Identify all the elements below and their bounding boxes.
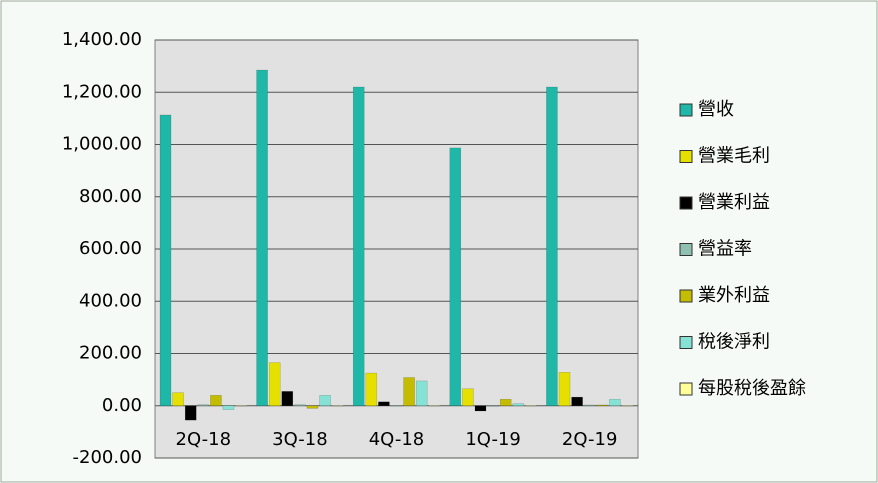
y-tick-label: 1,400.00 — [62, 29, 142, 50]
legend-label: 營業利益 — [698, 192, 770, 213]
legend-swatch — [679, 382, 693, 396]
y-tick-label: -200.00 — [73, 447, 142, 468]
bar — [268, 362, 281, 406]
bar — [222, 405, 235, 410]
bar — [487, 405, 499, 407]
y-tick-label: 1,200.00 — [62, 81, 142, 102]
legend-label: 每股稅後盈餘 — [698, 378, 806, 399]
bar — [415, 380, 428, 406]
bar — [474, 405, 487, 412]
bar — [331, 405, 344, 407]
y-tick-label: 0.00 — [102, 395, 142, 416]
bar — [428, 405, 441, 407]
legend-label: 業外利益 — [698, 285, 770, 306]
bar — [621, 405, 634, 407]
y-tick-label: 600.00 — [79, 238, 142, 259]
bar — [365, 372, 378, 406]
legend-label: 稅後淨利 — [698, 332, 770, 353]
bar — [210, 395, 222, 406]
y-tick-label: 1,000.00 — [62, 134, 142, 155]
legend-label: 營業毛利 — [698, 146, 770, 167]
legend-swatch — [679, 196, 693, 210]
bar — [583, 404, 596, 406]
bar — [462, 388, 474, 406]
legend-swatch — [679, 336, 693, 349]
bar — [390, 405, 403, 407]
bar — [378, 401, 390, 406]
bar — [499, 398, 512, 406]
bar — [159, 114, 172, 406]
bar — [403, 377, 415, 407]
y-tick-label: 200.00 — [79, 343, 142, 364]
y-tick-label: 800.00 — [79, 186, 142, 207]
x-tick-label: 4Q-18 — [369, 429, 425, 450]
bar — [571, 396, 583, 407]
bar — [184, 405, 197, 421]
bar — [525, 405, 537, 407]
bar — [197, 404, 210, 406]
bar — [306, 405, 319, 409]
bar — [235, 405, 247, 407]
bar — [609, 398, 621, 406]
legend-swatch — [679, 289, 693, 303]
bar — [294, 404, 306, 406]
x-tick-label: 2Q-18 — [176, 429, 232, 450]
x-tick-label: 2Q-19 — [562, 429, 618, 450]
y-tick-label: 400.00 — [79, 290, 142, 311]
bar — [596, 404, 609, 406]
bar — [352, 86, 365, 407]
bar — [558, 372, 571, 406]
legend-swatch — [679, 243, 693, 256]
bar — [449, 147, 462, 407]
bar — [319, 395, 331, 406]
bar — [256, 69, 268, 406]
legend-swatch — [679, 150, 693, 163]
legend-label: 營益率 — [698, 239, 752, 260]
bar — [281, 391, 294, 407]
bar — [546, 86, 558, 407]
legend-label: 營收 — [698, 99, 734, 120]
x-tick-label: 3Q-18 — [272, 429, 328, 450]
bar — [512, 403, 525, 407]
legend-swatch — [679, 103, 693, 117]
bar — [172, 392, 184, 406]
x-tick-label: 1Q-19 — [465, 429, 521, 450]
